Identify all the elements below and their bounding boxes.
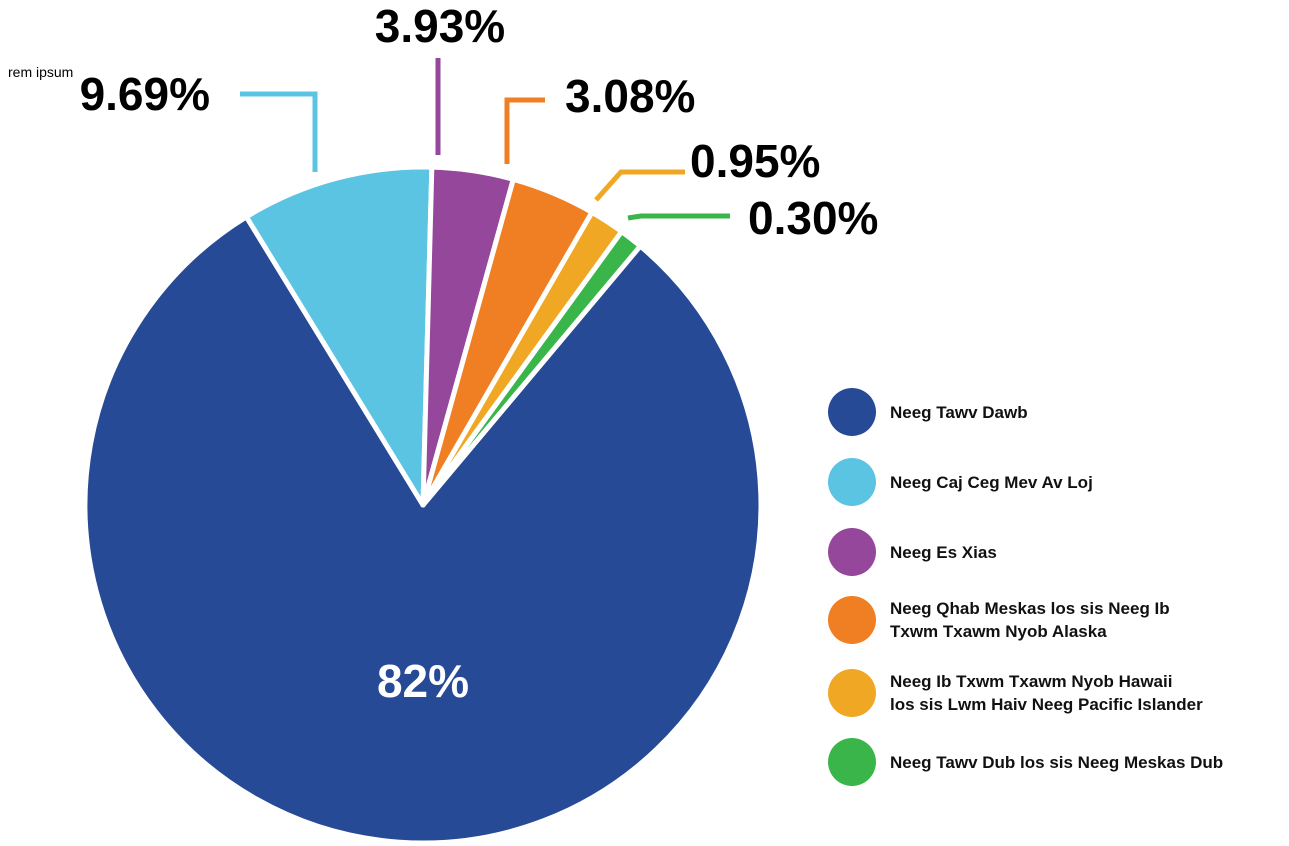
slice-value-label-6: 0.30% bbox=[748, 192, 878, 244]
leader-line-4 bbox=[504, 97, 545, 164]
pie-slice-6 bbox=[420, 229, 643, 508]
legend-item-5: Neeg Ib Txwm Txawm Nyob Hawaii los sis Lw… bbox=[828, 669, 1203, 717]
legend-label-3: Neeg Es Xias bbox=[890, 541, 997, 564]
legend-item-1: Neeg Tawv Dawb bbox=[828, 388, 1028, 436]
legend-label-2: Neeg Caj Ceg Mev Av Loj bbox=[890, 471, 1093, 494]
slice-value-label-3: 3.93% bbox=[375, 0, 505, 52]
legend-item-6: Neeg Tawv Dub los sis Neeg Meskas Dub bbox=[828, 738, 1223, 786]
legend-label-4: Neeg Qhab Meskas los sis Neeg Ib Txwm Txa… bbox=[890, 597, 1170, 643]
slice-value-label-4: 3.08% bbox=[565, 70, 695, 122]
leader-line-5 bbox=[594, 169, 685, 202]
legend-item-2: Neeg Caj Ceg Mev Av Loj bbox=[828, 458, 1093, 506]
legend-label-line: Neeg Qhab Meskas los sis Neeg Ib bbox=[890, 599, 1170, 618]
legend-label-line: Neeg Es Xias bbox=[890, 542, 997, 562]
legend-swatch-4 bbox=[828, 596, 876, 644]
pie-slice-2 bbox=[243, 164, 435, 508]
slice-value-label-1: 82% bbox=[377, 655, 469, 707]
pie-slice-1 bbox=[82, 214, 764, 846]
leader-line-2 bbox=[240, 91, 318, 172]
legend-swatch-1 bbox=[828, 388, 876, 436]
legend-swatch-6 bbox=[828, 738, 876, 786]
legend-label-line: Neeg Ib Txwm Txawm Nyob Hawaii bbox=[890, 672, 1173, 691]
legend-label-5: Neeg Ib Txwm Txawm Nyob Hawaii los sis Lw… bbox=[890, 670, 1203, 716]
legend-item-4: Neeg Qhab Meskas los sis Neeg Ib Txwm Txa… bbox=[828, 596, 1170, 644]
slice-value-label-5: 0.95% bbox=[690, 135, 820, 187]
slice-value-label-2: 9.69% bbox=[80, 68, 210, 120]
legend-label-1: Neeg Tawv Dawb bbox=[890, 401, 1028, 424]
legend-swatch-2 bbox=[828, 458, 876, 506]
legend-swatch-5 bbox=[828, 669, 876, 717]
leader-line-6 bbox=[627, 213, 730, 221]
legend-label-line: los sis Lwm Haiv Neeg Pacific Islander bbox=[890, 695, 1203, 714]
legend-label-line: Neeg Tawv Dawb bbox=[890, 402, 1028, 422]
legend-label-line: Txwm Txawm Nyob Alaska bbox=[890, 622, 1107, 641]
legend-item-3: Neeg Es Xias bbox=[828, 528, 997, 576]
legend-label-line: Neeg Tawv Dub los sis Neeg Meskas Dub bbox=[890, 752, 1224, 772]
legend-label-line: Neeg Caj Ceg Mev Av Loj bbox=[890, 472, 1093, 492]
legend-label-6: Neeg Tawv Dub los sis Neeg Meskas Dub bbox=[890, 751, 1223, 774]
legend-swatch-3 bbox=[828, 528, 876, 576]
stray-text: rem ipsum bbox=[8, 64, 74, 80]
